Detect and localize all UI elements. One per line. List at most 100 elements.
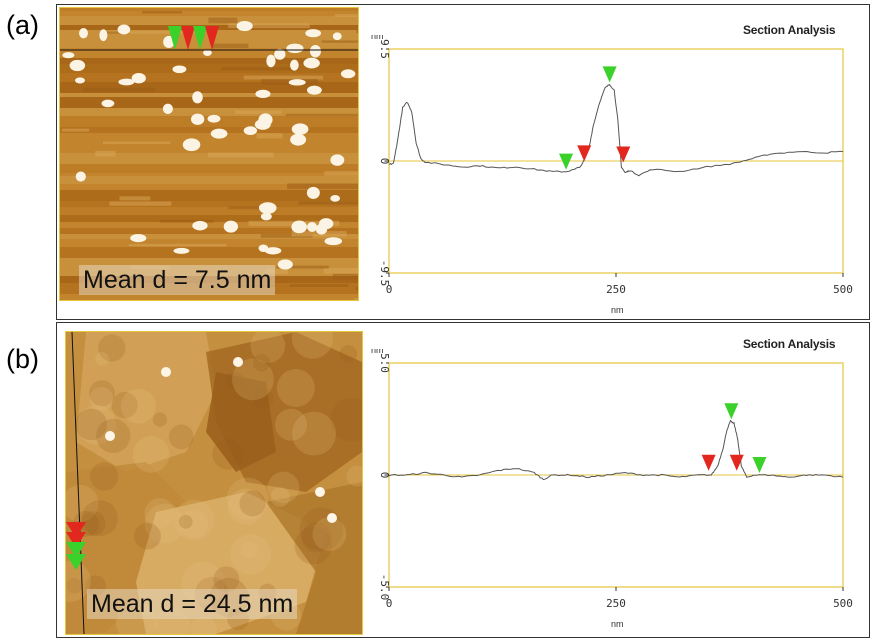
afm-a-streak xyxy=(208,17,238,24)
afm-a-stripe xyxy=(60,190,358,201)
afm-a-streak xyxy=(105,30,206,34)
afm-a-stripe xyxy=(60,93,358,97)
afm-b-texture xyxy=(132,436,170,473)
afm-b-particle xyxy=(161,367,171,377)
afm-image-b xyxy=(65,331,363,635)
afm-b-texture xyxy=(88,380,115,407)
afm-a-stripe xyxy=(60,143,358,147)
afm-a-particle xyxy=(236,20,253,32)
chart-a-xtick-label: 500 xyxy=(833,283,853,296)
afm-a-particle xyxy=(264,247,282,255)
chart-a-xlabel: nm xyxy=(611,305,624,315)
afm-b-texture xyxy=(133,522,161,550)
afm-a-stripe xyxy=(60,173,358,176)
afm-b-cursor-marker xyxy=(66,532,86,548)
chart-b-ytick-label: -5.0 xyxy=(378,574,391,601)
panel-a: Mean d = 7.5 nm Section Analysis nm nm 9.5… xyxy=(56,4,870,320)
afm-b-texture xyxy=(239,490,266,517)
afm-image-a-svg xyxy=(60,8,358,300)
afm-b-texture xyxy=(346,465,362,487)
chart-b-xtick-label: 250 xyxy=(606,597,626,610)
afm-a-streak xyxy=(221,67,300,71)
afm-a-particle xyxy=(255,89,271,99)
afm-a-streak xyxy=(289,284,349,287)
afm-a-particle xyxy=(223,220,239,233)
afm-b-texture xyxy=(111,391,138,419)
afm-a-particles xyxy=(62,20,356,270)
afm-a-particle xyxy=(332,32,342,41)
afm-b-particle xyxy=(327,513,337,523)
chart-a-cursor-marker-red xyxy=(616,146,631,163)
chart-b-series-0 xyxy=(388,419,844,481)
afm-b-texture xyxy=(98,334,126,362)
chart-b-xtick-label: 500 xyxy=(833,597,853,610)
afm-b-texture xyxy=(144,503,185,544)
afm-a-streak xyxy=(100,31,130,34)
chart-a-ytick-label: 9.5 xyxy=(378,39,391,59)
afm-a-particle xyxy=(306,186,320,199)
afm-a-particle xyxy=(203,49,212,57)
afm-a-cursor-marker xyxy=(193,26,207,50)
afm-a-stripe xyxy=(60,58,358,64)
chart-a-cursor-marker-green xyxy=(559,153,574,170)
chart-a-series-0 xyxy=(388,83,844,177)
afm-a-particle xyxy=(117,24,131,35)
afm-a-streak xyxy=(128,243,227,247)
afm-a-particle xyxy=(330,154,345,166)
afm-a-particle xyxy=(290,133,307,146)
afm-a-streak xyxy=(256,133,283,139)
afm-a-particle xyxy=(101,99,115,108)
afm-a-cursor-marker xyxy=(168,26,182,50)
afm-a-stripe xyxy=(60,228,358,234)
chart-a-xtick-label: 0 xyxy=(386,283,393,296)
afm-a-streak xyxy=(159,219,214,223)
afm-a-streak xyxy=(211,43,249,49)
afm-b-texture xyxy=(66,578,83,594)
afm-a-stripe xyxy=(60,184,358,190)
afm-a-streak xyxy=(109,201,172,206)
afm-a-streak xyxy=(276,265,329,269)
afm-a-streak xyxy=(334,14,358,17)
afm-a-streak xyxy=(285,113,358,116)
afm-b-texture xyxy=(213,566,240,593)
chart-b-cursor-marker-red xyxy=(729,454,744,471)
afm-a-particle xyxy=(330,194,341,202)
afm-a-particle xyxy=(303,57,320,69)
afm-a-stripe xyxy=(60,82,358,93)
afm-a-particle xyxy=(79,27,88,39)
chart-a-ytick-label: 0 xyxy=(378,158,391,165)
afm-b-texture xyxy=(168,424,194,450)
afm-a-streak xyxy=(324,171,358,176)
afm-b-texture xyxy=(250,332,286,364)
afm-b-texture xyxy=(267,471,300,504)
chart-a-ylabel: nm xyxy=(371,35,384,41)
afm-b-texture xyxy=(178,514,193,529)
chart-b-ytick-label: 0 xyxy=(378,472,391,479)
afm-a-stripe xyxy=(60,164,358,173)
afm-a-stripe xyxy=(60,127,358,133)
afm-a-stripe xyxy=(60,247,358,258)
afm-a-streak xyxy=(323,268,358,274)
afm-b-texture xyxy=(292,411,336,456)
afm-b-texture xyxy=(312,517,347,552)
section-chart-b: nm nm 5.0 0 -5.0 0 250 500 xyxy=(361,349,865,633)
afm-b-texture xyxy=(226,477,269,520)
afm-b-particle xyxy=(233,357,243,367)
afm-a-particle xyxy=(62,52,75,59)
chart-a-cursor-marker-red xyxy=(577,145,592,162)
afm-a-streak xyxy=(355,286,358,291)
afm-b-texture xyxy=(232,358,274,401)
afm-a-streak xyxy=(102,141,171,145)
afm-b-texture xyxy=(301,522,332,553)
afm-a-streak xyxy=(228,206,270,210)
chart-b-xlabel: nm xyxy=(611,619,624,629)
afm-a-particle xyxy=(340,69,356,79)
afm-b-texture xyxy=(173,499,215,541)
chart-b-cursor-marker-green xyxy=(724,403,739,420)
afm-a-streak xyxy=(298,201,358,205)
afm-b-texture xyxy=(120,388,156,424)
afm-b-texture xyxy=(152,412,168,427)
afm-a-stripe xyxy=(60,11,358,16)
afm-b-texture xyxy=(275,408,308,441)
afm-a-stripe xyxy=(60,239,358,247)
